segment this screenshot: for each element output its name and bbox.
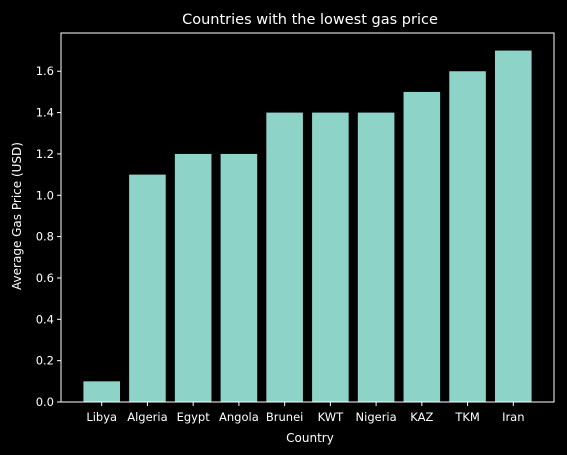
y-tick-label: 1.2 xyxy=(36,147,54,161)
y-tick-label: 0.6 xyxy=(36,271,54,285)
y-tick-label: 1.6 xyxy=(36,64,54,78)
bar-angola xyxy=(220,153,258,402)
x-tick-label: Nigeria xyxy=(356,410,397,424)
chart-title: Countries with the lowest gas price xyxy=(182,12,438,28)
bar-iran xyxy=(495,50,532,402)
bar-algeria xyxy=(129,174,166,402)
x-tick-label: Libya xyxy=(86,410,117,424)
y-tick-label: 1.0 xyxy=(36,188,54,202)
y-tick-label: 0.8 xyxy=(36,230,54,244)
x-tick-label: Angola xyxy=(219,410,259,424)
bar-brunei xyxy=(266,112,303,402)
y-tick-label: 1.4 xyxy=(36,106,54,120)
x-tick-label: Egypt xyxy=(177,410,211,424)
x-tick-label: TKM xyxy=(454,410,480,424)
bar-libya xyxy=(83,381,120,402)
x-tick-label: Iran xyxy=(502,410,524,424)
x-tick-label: KAZ xyxy=(410,410,433,424)
x-tick-label: Brunei xyxy=(266,410,303,424)
x-tick-label: Algeria xyxy=(127,410,167,424)
bar-kwt xyxy=(312,112,349,402)
y-tick-label: 0.2 xyxy=(36,354,54,368)
x-tick-label: KWT xyxy=(318,410,345,424)
bar-kaz xyxy=(403,91,441,403)
x-axis-ticks: Libya Algeria Egypt Angola Brunei KWT Nigeria K… xyxy=(86,402,525,424)
bar-nigeria xyxy=(357,112,395,402)
bar-egypt xyxy=(174,153,212,402)
bar-tkm xyxy=(449,71,486,403)
plot-frame xyxy=(60,32,555,403)
y-tick-label: 0.0 xyxy=(36,395,54,409)
y-axis-label: Average Gas Price (USD) xyxy=(10,142,24,290)
y-tick-label: 0.4 xyxy=(36,312,54,326)
y-axis-ticks: 0.0 0.2 0.4 0.6 0.8 1.0 1.2 1.4 1.6 xyxy=(36,64,61,409)
x-axis-label: Country xyxy=(286,431,334,445)
bars-group xyxy=(83,50,532,403)
